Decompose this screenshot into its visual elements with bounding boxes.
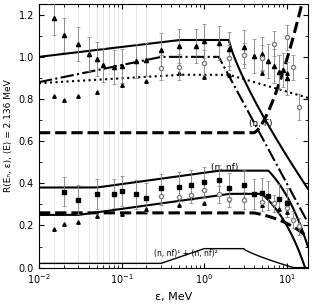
Text: (n, nf)¹ + (n, nf)²: (n, nf)¹ + (n, nf)² bbox=[154, 249, 218, 258]
Text: (n, F): (n, F) bbox=[249, 119, 273, 129]
Y-axis label: R(Eₙ, ε), ⟨E⟩ = 2.136 MeV: R(Eₙ, ε), ⟨E⟩ = 2.136 MeV bbox=[4, 80, 13, 192]
Text: (n, nf): (n, nf) bbox=[211, 162, 238, 172]
X-axis label: ε, MeV: ε, MeV bbox=[155, 292, 192, 302]
